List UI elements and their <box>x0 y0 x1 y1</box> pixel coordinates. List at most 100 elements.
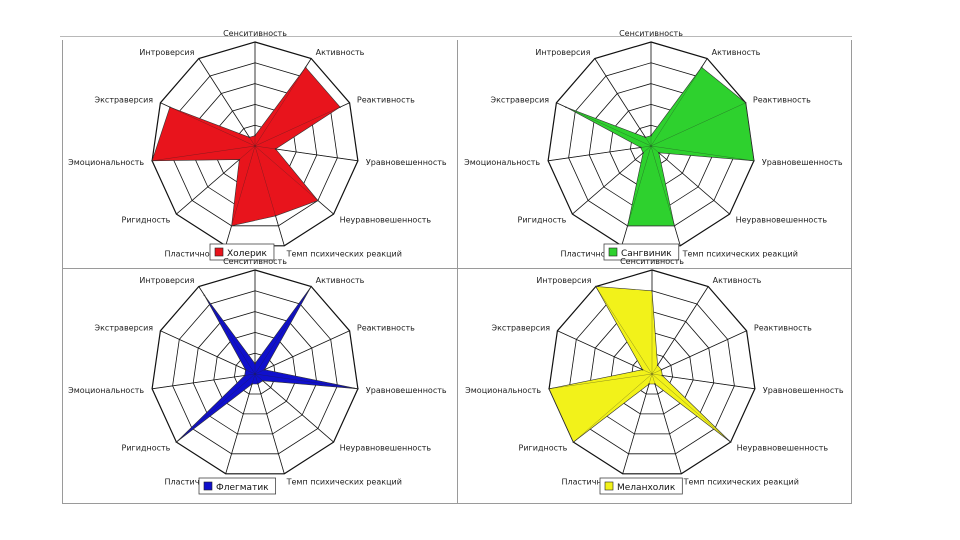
axis-spoke-overlay <box>198 286 256 375</box>
axis-spoke-overlay <box>573 373 653 443</box>
grid-ring-5 <box>548 269 756 475</box>
legend-sanguine: Сангвиник <box>603 243 680 261</box>
axis-label: Реактивность <box>753 96 811 105</box>
legend-choleric: Холерик <box>209 243 275 261</box>
legend-label: Меланхолик <box>617 483 676 493</box>
axis-spoke-overlay <box>557 330 653 375</box>
legend-swatch <box>604 481 614 491</box>
legend-swatch <box>203 481 213 491</box>
axis-spoke-overlay <box>176 145 256 215</box>
axis-spoke-overlay <box>548 145 652 161</box>
axis-spoke-overlay <box>254 330 350 375</box>
legend-phlegmatic: Флегматик <box>198 477 277 495</box>
axis-spoke-overlay <box>254 58 312 147</box>
axis-label: Экстраверсия <box>95 96 154 105</box>
axis-spoke-overlay <box>572 145 652 215</box>
legend-label: Флегматик <box>216 483 269 493</box>
axis-label: Уравновешенность <box>366 158 447 167</box>
legend-label: Холерик <box>227 249 268 259</box>
axis-spoke-overlay <box>595 286 653 375</box>
axis-spoke-overlay <box>594 58 652 147</box>
axis-label: Активность <box>713 276 762 285</box>
axis-label: Сенситивность <box>223 257 287 266</box>
series-area-choleric <box>151 66 341 227</box>
legend-box <box>603 243 680 261</box>
radar-chart-melancholic: Сенситивность Активность Реактивность Уравн… <box>465 257 844 495</box>
series-area-phlegmatic <box>176 286 358 443</box>
axis-label: Сенситивность <box>620 257 684 266</box>
axis-label: Активность <box>712 48 761 57</box>
series-area-melancholic <box>548 286 731 443</box>
data-point <box>357 388 359 390</box>
axis-label: Уравновешенность <box>762 158 843 167</box>
axis-label: Активность <box>316 48 365 57</box>
axis-label: Ригидность <box>122 443 171 452</box>
axis-label: Интроверсия <box>139 276 194 285</box>
axis-spoke-overlay <box>152 373 256 389</box>
axis-spoke-overlay <box>651 330 747 375</box>
axis-spoke-overlay <box>254 373 358 389</box>
axis-label: Неуравновешенность <box>340 443 432 452</box>
axis-label: Темп психических реакций <box>286 250 402 259</box>
radar-chart-choleric: Сенситивность Активность Реактивность Уравн… <box>68 29 447 261</box>
grid-ring-4 <box>569 290 735 455</box>
axis-spoke-overlay <box>651 373 731 443</box>
grid-ring-5 <box>151 269 359 475</box>
axis-label: Сенситивность <box>223 29 287 38</box>
axis-label: Реактивность <box>357 96 415 105</box>
axis-label: Темп психических реакций <box>286 478 402 487</box>
axis-label: Темп психических реакций <box>683 478 799 487</box>
axis-spoke-overlay <box>152 145 256 161</box>
grid-ring-3 <box>192 311 318 435</box>
axis-spoke-overlay <box>556 102 652 147</box>
axis-spoke-overlay <box>650 58 708 147</box>
grid-ring-1 <box>233 352 277 395</box>
grid-ring-4 <box>172 290 338 455</box>
axis-label: Неуравновешенность <box>736 215 828 224</box>
axis-spoke-overlay <box>254 102 350 147</box>
legend-box <box>198 477 277 495</box>
axis-spoke-overlay <box>160 330 256 375</box>
axis-label: Интроверсия <box>536 276 591 285</box>
axis-spoke-overlay <box>549 373 653 389</box>
data-point <box>548 388 550 390</box>
top-rule <box>60 36 852 37</box>
axis-spoke-overlay <box>176 373 256 443</box>
axis-label: Ригидность <box>519 443 568 452</box>
axis-spoke-overlay <box>225 373 256 474</box>
frame-right-border <box>851 40 852 504</box>
series-area-sanguine <box>565 66 755 227</box>
grid-ring-2 <box>610 331 694 415</box>
legend-box <box>599 477 683 495</box>
axis-spoke-overlay <box>160 102 256 147</box>
axis-label: Пластичность <box>164 250 223 259</box>
axis-label: Эмоциональность <box>68 386 144 395</box>
axis-spoke-overlay <box>254 145 285 246</box>
legend-melancholic: Меланхолик <box>599 477 683 495</box>
grid-ring-1 <box>630 352 674 395</box>
axis-label: Пластичность <box>561 478 620 487</box>
axis-label: Интроверсия <box>139 48 194 57</box>
axis-label: Экстраверсия <box>95 324 154 333</box>
axis-spoke-overlay <box>650 145 730 215</box>
axis-label: Сенситивность <box>619 29 683 38</box>
axis-spoke-overlay <box>254 373 285 474</box>
legend-swatch <box>214 247 224 257</box>
axis-label: Экстраверсия <box>491 96 550 105</box>
axis-label: Уравновешенность <box>763 386 844 395</box>
axis-label: Интроверсия <box>535 48 590 57</box>
axis-label: Пластичность <box>164 478 223 487</box>
axis-spoke-overlay <box>651 373 755 389</box>
axis-label: Эмоциональность <box>68 158 144 167</box>
axis-label: Ригидность <box>518 215 567 224</box>
axis-spoke-overlay <box>225 145 256 246</box>
axis-spoke-overlay <box>254 373 334 443</box>
radar-chart-phlegmatic: Сенситивность Активность Реактивность Уравн… <box>68 257 447 495</box>
axis-label: Реактивность <box>357 324 415 333</box>
axis-spoke-overlay <box>254 145 334 215</box>
grid-ring-3 <box>589 311 715 435</box>
axis-spoke-overlay <box>621 145 652 246</box>
axis-label: Реактивность <box>754 324 812 333</box>
axis-label: Экстраверсия <box>492 324 551 333</box>
